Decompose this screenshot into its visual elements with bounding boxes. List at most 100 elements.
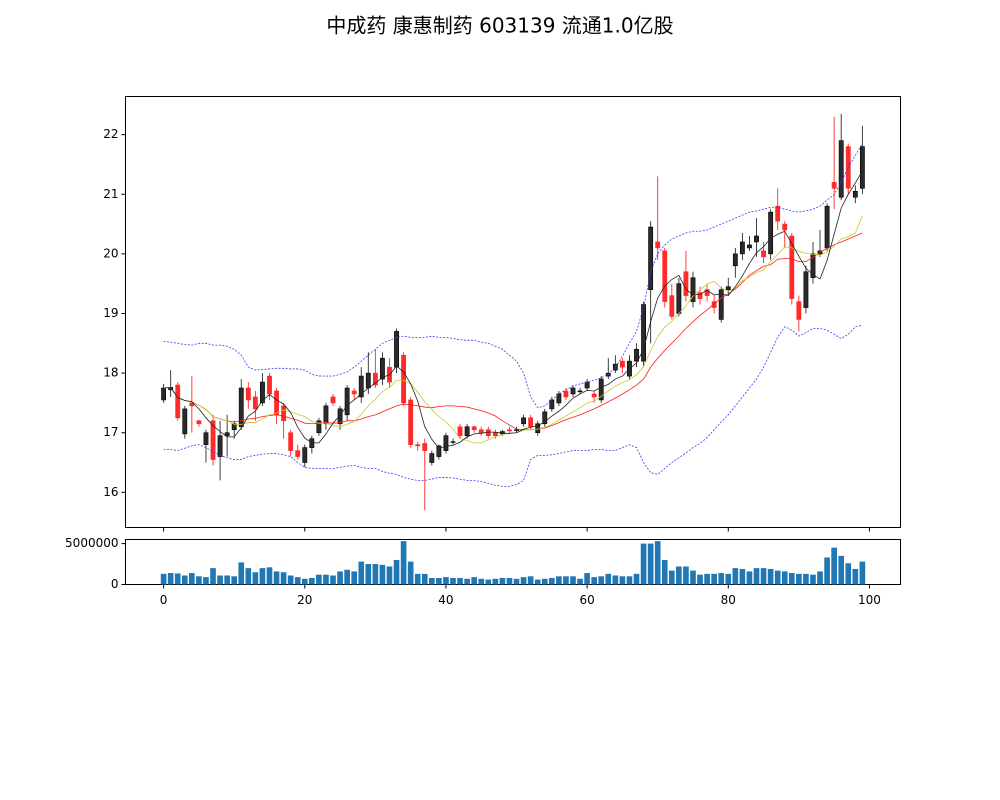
candle-body bbox=[422, 443, 428, 451]
indicator-line bbox=[163, 215, 863, 444]
volume-bar bbox=[654, 541, 661, 585]
candle-body bbox=[323, 405, 329, 425]
candle-body bbox=[196, 420, 202, 425]
candle-body bbox=[224, 432, 230, 436]
candle-body bbox=[281, 405, 287, 422]
candle-body bbox=[683, 271, 689, 296]
volume-bar bbox=[824, 557, 830, 585]
volume-bar bbox=[556, 576, 562, 585]
candle-body bbox=[394, 331, 399, 368]
y-tick-label: 5000000 bbox=[65, 536, 118, 550]
candle-body bbox=[655, 241, 661, 249]
volume-bar bbox=[358, 561, 365, 585]
y-tick-label: 0 bbox=[111, 577, 119, 591]
volume-bar bbox=[457, 577, 463, 585]
volume-bar bbox=[668, 570, 675, 585]
volume-bar bbox=[690, 570, 696, 585]
candle-body bbox=[245, 387, 251, 401]
volume-bar bbox=[661, 559, 668, 585]
volume-bar bbox=[725, 573, 732, 585]
candle-body bbox=[267, 375, 272, 395]
candle-body bbox=[415, 444, 421, 447]
x-tick-label: 80 bbox=[721, 593, 736, 607]
candle-body bbox=[810, 253, 816, 279]
candle-body bbox=[429, 453, 435, 463]
volume-bar bbox=[224, 575, 230, 585]
volume-bar bbox=[471, 577, 478, 585]
x-tick-label: 40 bbox=[438, 593, 453, 607]
volume-bar bbox=[309, 577, 315, 585]
volume-bar bbox=[238, 562, 245, 585]
candle-body bbox=[584, 381, 590, 389]
volume-bar bbox=[584, 573, 590, 585]
volume-bar bbox=[760, 568, 767, 585]
volume-bar bbox=[803, 573, 809, 585]
candle-body bbox=[514, 429, 519, 431]
candle-body bbox=[662, 250, 668, 302]
candle-body bbox=[775, 205, 781, 222]
candle-body bbox=[436, 445, 442, 457]
candle-body bbox=[803, 271, 809, 308]
volume-bar bbox=[845, 563, 852, 585]
candle-body bbox=[725, 286, 731, 290]
volume-bar bbox=[443, 577, 449, 585]
candle-body bbox=[697, 292, 703, 299]
candle-body bbox=[761, 250, 766, 258]
candle-body bbox=[549, 399, 555, 410]
y-tick-label: 20 bbox=[103, 246, 118, 260]
indicator-line bbox=[163, 170, 863, 449]
candle-body bbox=[739, 241, 745, 255]
volume-bar bbox=[266, 567, 273, 585]
candle-body bbox=[577, 390, 583, 393]
volume-bar bbox=[407, 561, 414, 585]
volume-bar bbox=[450, 577, 456, 585]
volume-bar bbox=[287, 575, 294, 585]
candle-body bbox=[563, 390, 569, 398]
candle-body bbox=[464, 426, 470, 436]
candle-body bbox=[401, 354, 407, 404]
candle-body bbox=[732, 253, 738, 267]
candle-body bbox=[591, 393, 597, 398]
volume-bar bbox=[831, 547, 837, 585]
x-tick-label: 20 bbox=[297, 593, 312, 607]
y-tick-label: 16 bbox=[103, 485, 118, 499]
volume-bar bbox=[464, 578, 470, 585]
x-tick-label: 0 bbox=[160, 593, 168, 607]
volume-bar bbox=[676, 566, 682, 585]
volume-bar bbox=[810, 574, 816, 585]
candle-body bbox=[330, 396, 336, 404]
candle-body bbox=[380, 357, 385, 380]
volume-bar bbox=[520, 577, 527, 585]
candle-body bbox=[161, 387, 167, 401]
volume-bar bbox=[436, 577, 442, 585]
volume-bar bbox=[605, 573, 612, 585]
volume-bar bbox=[767, 568, 774, 585]
candle-body bbox=[754, 235, 759, 243]
candle-body bbox=[337, 408, 343, 425]
volume-bar bbox=[506, 577, 513, 585]
volume-bar bbox=[838, 555, 845, 585]
indicator-line bbox=[163, 143, 863, 409]
volume-bar bbox=[429, 577, 435, 585]
candle-body bbox=[175, 384, 181, 419]
volume-bar bbox=[513, 578, 520, 585]
volume-bar bbox=[330, 575, 336, 585]
volume-bar bbox=[196, 576, 202, 585]
volume-bar bbox=[167, 573, 174, 585]
volume-bar bbox=[817, 571, 823, 585]
candle-body bbox=[457, 426, 463, 436]
volume-bar bbox=[294, 577, 301, 585]
candle-body bbox=[831, 182, 837, 189]
candle-body bbox=[238, 387, 244, 428]
volume-axes-frame bbox=[125, 539, 901, 585]
candle-body bbox=[344, 387, 350, 416]
candle-body bbox=[231, 423, 237, 431]
volume-bar bbox=[626, 576, 633, 585]
volume-bar bbox=[640, 543, 647, 585]
volume-bar bbox=[683, 566, 689, 585]
volume-bar bbox=[781, 571, 788, 585]
candle-body bbox=[478, 429, 484, 434]
volume-bar bbox=[548, 577, 555, 585]
volume-bar bbox=[499, 577, 506, 585]
candle-body bbox=[295, 450, 301, 457]
